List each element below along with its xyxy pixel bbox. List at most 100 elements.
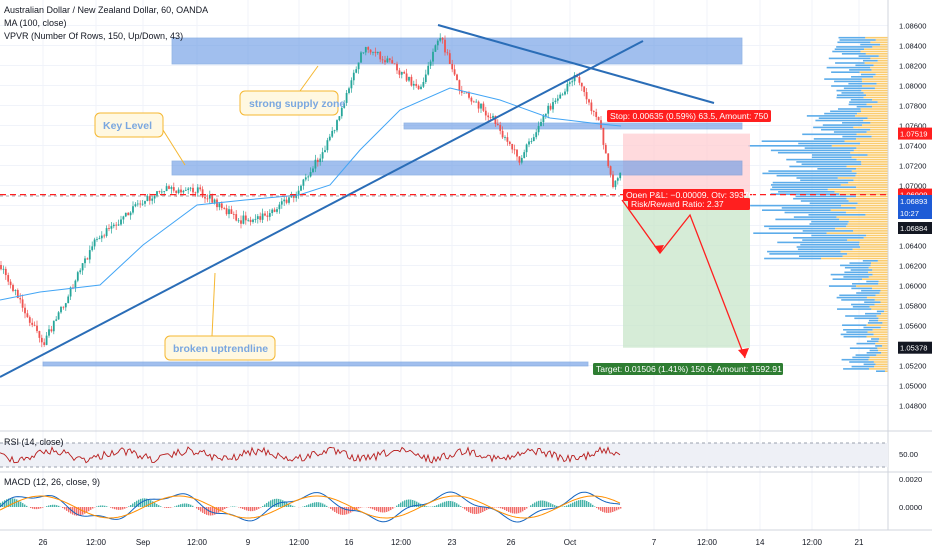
- rsi-pane: 50.00: [0, 431, 932, 467]
- candle-body: [615, 181, 617, 187]
- candle-body: [411, 77, 413, 86]
- macd-histogram-bar: [174, 506, 175, 507]
- macd-histogram-bar: [376, 507, 377, 511]
- candle-body: [288, 197, 290, 202]
- macd-histogram-bar: [308, 504, 309, 507]
- candle-body: [564, 92, 566, 95]
- candle-body: [346, 93, 348, 103]
- vp-bar-up: [813, 127, 853, 129]
- vp-bar-down: [868, 117, 888, 119]
- macd-histogram-bar: [224, 507, 225, 509]
- price-tick-label: 1.08000: [899, 82, 926, 91]
- candle-body: [36, 326, 38, 331]
- macd-histogram-bar: [578, 500, 579, 507]
- vp-bar-down: [857, 159, 888, 161]
- macd-histogram-bar: [192, 506, 193, 507]
- candle-body: [82, 263, 84, 270]
- rsi-indicator-label[interactable]: RSI (14, close): [4, 437, 64, 447]
- candle-body: [559, 95, 561, 99]
- vp-bar-down: [856, 173, 888, 175]
- candle-body: [106, 228, 108, 236]
- candle-body: [511, 144, 513, 149]
- macd-histogram-bar: [292, 506, 293, 507]
- vp-bar-up: [841, 299, 875, 301]
- vp-bar-down: [858, 203, 888, 205]
- candle-body: [331, 131, 333, 137]
- macd-histogram-bar: [610, 507, 611, 513]
- price-tick-label: 1.08400: [899, 42, 926, 51]
- vp-bar-down: [881, 327, 888, 329]
- candle-body: [569, 82, 571, 84]
- vp-bar-down: [853, 249, 888, 251]
- vp-bar-up: [800, 180, 853, 182]
- vp-bar-up: [856, 343, 875, 345]
- vp-bar-down: [884, 311, 888, 313]
- macd-histogram-bar: [518, 507, 519, 513]
- candle-body: [142, 204, 144, 205]
- vp-bar-down: [864, 92, 888, 94]
- macd-histogram-bar: [426, 506, 427, 507]
- candle-body: [31, 323, 33, 325]
- macd-histogram-bar: [502, 507, 503, 509]
- macd-histogram-bar: [524, 507, 525, 510]
- time-tick-label: 23: [448, 538, 457, 547]
- macd-histogram-bar: [164, 507, 165, 508]
- macd-histogram-bar: [92, 507, 93, 509]
- macd-histogram-bar: [460, 506, 461, 507]
- macd-histogram-bar: [480, 507, 481, 513]
- candle-body: [555, 101, 557, 102]
- macd-histogram-bar: [316, 502, 317, 507]
- vpvr-indicator-label[interactable]: VPVR (Number Of Rows, 150, Up/Down, 43): [4, 31, 183, 41]
- candle-body: [127, 213, 129, 215]
- vp-bar-down: [876, 354, 888, 356]
- macd-indicator-label[interactable]: MACD (12, 26, close, 9): [4, 477, 100, 487]
- vp-bar-down: [821, 258, 888, 260]
- candle-body: [159, 191, 161, 192]
- vp-bar-up: [845, 267, 869, 269]
- vp-bar-up: [866, 281, 878, 283]
- vp-bar-down: [874, 65, 888, 67]
- candle-body: [101, 236, 103, 239]
- macd-histogram-bar: [186, 504, 187, 507]
- vp-bar-down: [879, 338, 888, 340]
- vp-bar-down: [871, 265, 888, 267]
- macd-histogram-bar: [608, 507, 609, 513]
- vp-bar-up: [802, 134, 856, 136]
- vp-bar-down: [838, 177, 888, 179]
- vp-bar-down: [856, 196, 888, 198]
- vp-bar-up: [815, 120, 863, 122]
- candle-body: [516, 150, 518, 157]
- macd-histogram-bar: [570, 504, 571, 507]
- macd-histogram-bar: [526, 507, 527, 509]
- macd-histogram-bar: [318, 502, 319, 507]
- macd-histogram-bar: [130, 505, 131, 507]
- vp-bar-up: [868, 322, 883, 324]
- candle-body: [154, 196, 156, 199]
- macd-histogram-bar: [310, 504, 311, 507]
- macd-histogram-bar: [572, 503, 573, 507]
- candle-body: [545, 114, 547, 116]
- macd-histogram-bar: [598, 507, 599, 510]
- vp-bar-up: [773, 182, 849, 184]
- candle-body: [384, 60, 386, 62]
- candle-body: [375, 52, 377, 53]
- candle-body: [353, 73, 355, 81]
- vp-bar-down: [870, 42, 888, 44]
- vp-bar-up: [802, 239, 847, 241]
- macd-histogram-bar: [404, 500, 405, 507]
- countdown-badge: 10:27: [898, 207, 932, 219]
- candle-body: [425, 75, 427, 82]
- last-price-badge: 1.06884: [898, 222, 932, 234]
- price-tick-label: 1.04800: [899, 402, 926, 411]
- vp-bar-up: [768, 170, 851, 172]
- macd-histogram-bar: [432, 506, 433, 507]
- vp-bar-down: [828, 189, 888, 191]
- macd-histogram-bar: [338, 507, 339, 514]
- ma-indicator-label[interactable]: MA (100, close): [4, 18, 67, 28]
- vp-bar-up: [769, 228, 835, 230]
- macd-histogram-bar: [96, 506, 97, 507]
- macd-histogram-bar: [184, 503, 185, 507]
- candle-body: [598, 117, 600, 120]
- vp-bar-down: [875, 364, 888, 366]
